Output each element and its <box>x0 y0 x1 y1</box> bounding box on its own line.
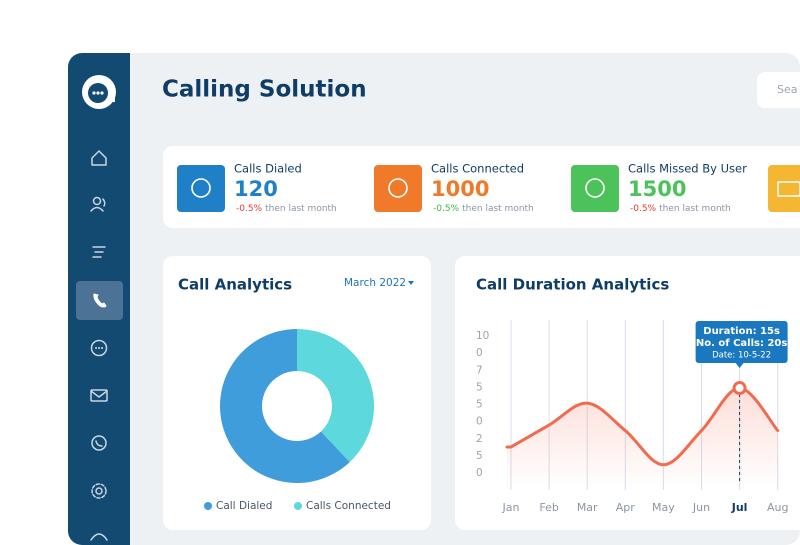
card-title: Call Duration Analytics <box>476 276 669 294</box>
nav-chat[interactable] <box>90 339 108 357</box>
legend-dot <box>204 502 212 510</box>
nav-settings[interactable] <box>91 483 107 499</box>
y-tick-label: 0 <box>476 416 483 428</box>
legend-dot <box>294 502 302 510</box>
stat-change: -0.5% <box>433 204 460 214</box>
y-tick-label: 5 <box>476 381 483 393</box>
y-tick-label: 10 <box>476 330 489 342</box>
x-tick-label: Jul <box>731 501 748 514</box>
stat-icon <box>177 165 225 212</box>
x-tick-label: Feb <box>539 501 558 514</box>
donut-segment <box>297 329 374 463</box>
x-tick-label: May <box>652 501 675 514</box>
tooltip-line: Date: 10-5-22 <box>712 351 771 361</box>
ticket-icon <box>777 181 800 197</box>
tooltip-pointer <box>735 363 744 368</box>
y-tick-label: 2 <box>476 433 483 445</box>
nav-contacts[interactable] <box>90 196 106 212</box>
stat-icon-glyph <box>585 178 605 198</box>
tooltip-line: Duration: 15s <box>703 326 780 337</box>
nav-whatsapp[interactable] <box>91 435 107 451</box>
y-tick-label: 7 <box>476 364 483 376</box>
x-tick-label: Jan <box>502 501 520 514</box>
stat-icon-glyph <box>388 178 408 198</box>
stat-icon <box>571 165 619 212</box>
stat-change-row: -0.5% then last month <box>236 204 337 214</box>
stat-note: then last month <box>265 204 337 214</box>
nav-more[interactable] <box>90 533 108 541</box>
stat-label: Calls Dialed <box>234 162 302 176</box>
stat-change: -0.5% <box>236 204 263 214</box>
legend-label: Call Dialed <box>216 500 272 512</box>
tooltip-box <box>695 321 788 363</box>
stat-label: Calls Missed By User <box>628 162 747 176</box>
stat-value: 120 <box>234 177 278 201</box>
donut-segment <box>219 329 350 483</box>
period-select[interactable]: March 2022 <box>344 277 406 289</box>
search-box[interactable] <box>757 72 800 108</box>
card-title: Call Analytics <box>178 276 292 294</box>
x-tick-label: Aug <box>767 501 788 514</box>
stats-card <box>163 146 800 228</box>
stat-change-row: -0.5% then last month <box>630 204 731 214</box>
stat-icon-partial <box>768 165 800 212</box>
logo <box>82 75 116 109</box>
search-placeholder: Sea <box>777 83 798 96</box>
y-tick-label: 5 <box>476 450 483 462</box>
stat-icon <box>374 165 422 212</box>
stat-value: 1000 <box>431 177 489 201</box>
nav-list[interactable] <box>92 246 106 258</box>
tooltip-line: No. of Calls: 20s <box>696 338 788 349</box>
stat-note: then last month <box>462 204 534 214</box>
x-tick-label: Jun <box>692 501 710 514</box>
x-tick-label: Mar <box>577 501 598 514</box>
nav-calls-active[interactable] <box>76 281 123 320</box>
stat-change-row: -0.5% then last month <box>433 204 534 214</box>
stat-note: then last month <box>659 204 731 214</box>
y-tick-label: 5 <box>476 399 483 411</box>
stat-label: Calls Connected <box>431 162 524 176</box>
page-title: Calling Solution <box>162 77 367 103</box>
y-tick-label: 0 <box>476 347 483 359</box>
legend-label: Calls Connected <box>306 500 391 512</box>
stat-change: -0.5% <box>630 204 657 214</box>
stat-icon-glyph <box>191 178 211 198</box>
nav-mail[interactable] <box>90 389 108 402</box>
dropdown-arrow[interactable] <box>408 281 414 285</box>
highlight-point <box>732 381 747 396</box>
y-tick-label: 0 <box>476 467 483 479</box>
nav-calls-icon <box>93 293 107 308</box>
stat-value: 1500 <box>628 177 686 201</box>
call-analytics-card <box>163 256 431 530</box>
nav-home[interactable] <box>91 150 107 166</box>
x-tick-label: Apr <box>616 501 636 514</box>
line-area <box>507 388 778 490</box>
